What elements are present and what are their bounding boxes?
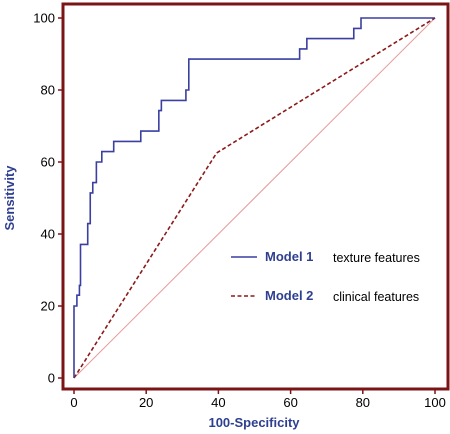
legend-model2-name: Model 2 xyxy=(265,288,313,303)
y-tick-label: 0 xyxy=(48,371,55,386)
plot-frame xyxy=(61,2,450,391)
x-tick-label: 60 xyxy=(283,395,297,410)
x-tick-label: 20 xyxy=(139,395,153,410)
legend-model1-desc: texture features xyxy=(333,251,420,265)
y-axis-title: Sensitivity xyxy=(2,165,17,231)
plot-frame-border xyxy=(61,2,450,391)
legend: Model 1 texture features Model 2 clinica… xyxy=(231,249,420,304)
y-tick-label: 40 xyxy=(41,227,55,242)
y-tick-label: 20 xyxy=(41,299,55,314)
x-tick-label: 0 xyxy=(70,395,77,410)
x-tick-label: 100 xyxy=(424,395,446,410)
y-tick-label: 80 xyxy=(41,83,55,98)
x-axis-title: 100-Specificity xyxy=(208,415,300,430)
series-layer xyxy=(73,17,436,379)
reference-diagonal-line xyxy=(73,17,436,379)
x-tick-label: 40 xyxy=(211,395,225,410)
ticks-layer: 0 20 40 60 80 100 0 20 40 60 80 100 xyxy=(33,11,446,411)
series-model-1-line xyxy=(73,17,435,378)
x-tick-label: 80 xyxy=(356,395,370,410)
legend-model2-desc: clinical features xyxy=(333,290,419,304)
series-model-2-line xyxy=(73,17,436,379)
legend-model1-name: Model 1 xyxy=(265,249,313,264)
y-tick-label: 60 xyxy=(41,155,55,170)
y-tick-label: 100 xyxy=(33,11,55,26)
